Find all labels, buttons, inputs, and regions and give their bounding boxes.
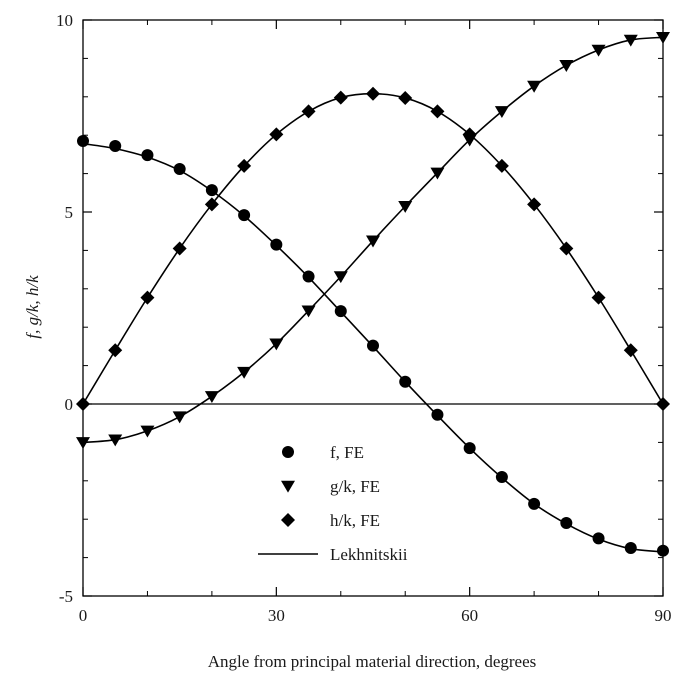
series-1-point — [560, 517, 573, 530]
series-1-point — [592, 532, 605, 545]
x-tick-label: 90 — [655, 606, 672, 625]
series-2-point — [494, 106, 509, 119]
series-1-point — [173, 162, 186, 175]
axes-group: 0 30 60 90 -5 0 5 10 — [56, 11, 672, 625]
series-3-point — [494, 158, 509, 173]
y-tick-label: 0 — [65, 395, 74, 414]
series-3-point — [108, 343, 123, 358]
series-2-point — [301, 305, 316, 318]
series-2-point — [333, 271, 348, 284]
series-3-point — [204, 197, 219, 212]
series-2-point — [269, 338, 284, 351]
series-2-point — [398, 200, 413, 213]
series-3-point — [237, 158, 252, 173]
series-2-point — [656, 32, 670, 44]
series-3-point — [76, 397, 90, 411]
series-2-point — [527, 80, 542, 93]
series-3-point — [430, 104, 445, 119]
series-2-point — [204, 391, 219, 403]
legend-label-1: f, FE — [330, 443, 364, 462]
series-2-point — [559, 60, 574, 72]
series-2-point — [76, 437, 90, 450]
series-3-point — [140, 290, 155, 305]
series-1-point — [528, 497, 541, 510]
lekhnitskii-curve-3 — [82, 92, 664, 405]
series-1-point — [205, 184, 218, 197]
series-1-point — [238, 209, 251, 222]
series-3-point — [301, 104, 316, 119]
series-1-point — [367, 339, 379, 352]
series-2-point — [237, 366, 252, 379]
series-2-point — [172, 411, 187, 424]
series-1-point — [495, 470, 508, 483]
series-1-point — [302, 270, 315, 283]
curves-group — [82, 36, 664, 553]
series-3-point — [591, 290, 606, 305]
x-tick-label: 60 — [461, 606, 478, 625]
series-1-point — [270, 238, 283, 251]
series-1-point — [657, 544, 669, 557]
series-3-point — [269, 127, 284, 142]
plot-frame — [82, 19, 664, 597]
series-2-point — [430, 167, 445, 180]
series-3-point — [656, 397, 670, 411]
series-3-point — [398, 90, 413, 105]
series-3-point — [366, 86, 380, 101]
series-3-point — [559, 241, 574, 256]
series-1-point — [109, 139, 122, 152]
x-tick-label: 0 — [79, 606, 88, 625]
legend-marker-2 — [281, 480, 295, 493]
x-axis-label: Angle from principal material direction,… — [208, 652, 537, 671]
legend-label-2: g/k, FE — [330, 477, 380, 496]
y-axis-label: f, g/k, h/k — [23, 275, 42, 339]
legend-marker-3 — [281, 513, 295, 527]
series-1-point — [141, 149, 154, 162]
x-tick-label: 30 — [268, 606, 285, 625]
series-3-point — [527, 197, 542, 212]
series-1-point — [334, 305, 347, 318]
series-1-point — [463, 442, 476, 455]
y-tick-label: 5 — [65, 203, 74, 222]
legend-marker-1 — [282, 446, 294, 458]
series-1-point — [77, 134, 89, 147]
legend-label-4: Lekhnitskii — [330, 545, 408, 564]
series-2-point — [140, 425, 155, 438]
series-2-point — [108, 434, 123, 447]
series-1-point — [399, 375, 412, 388]
legend-label-3: h/k, FE — [330, 511, 380, 530]
markers-group — [76, 32, 670, 557]
y-tick-label: 10 — [56, 11, 73, 30]
series-3-point — [172, 241, 187, 256]
legend-group: f, FE g/k, FE h/k, FE Lekhnitskii — [258, 443, 408, 564]
series-2-point — [591, 44, 606, 57]
series-1-point — [431, 408, 444, 421]
series-2-point — [623, 34, 638, 47]
series-3-point — [623, 343, 638, 358]
series-1-point — [624, 542, 637, 554]
series-2-point — [366, 235, 380, 248]
series-3-point — [333, 90, 348, 105]
y-tick-label: -5 — [59, 587, 73, 606]
series-3-point — [462, 127, 477, 142]
